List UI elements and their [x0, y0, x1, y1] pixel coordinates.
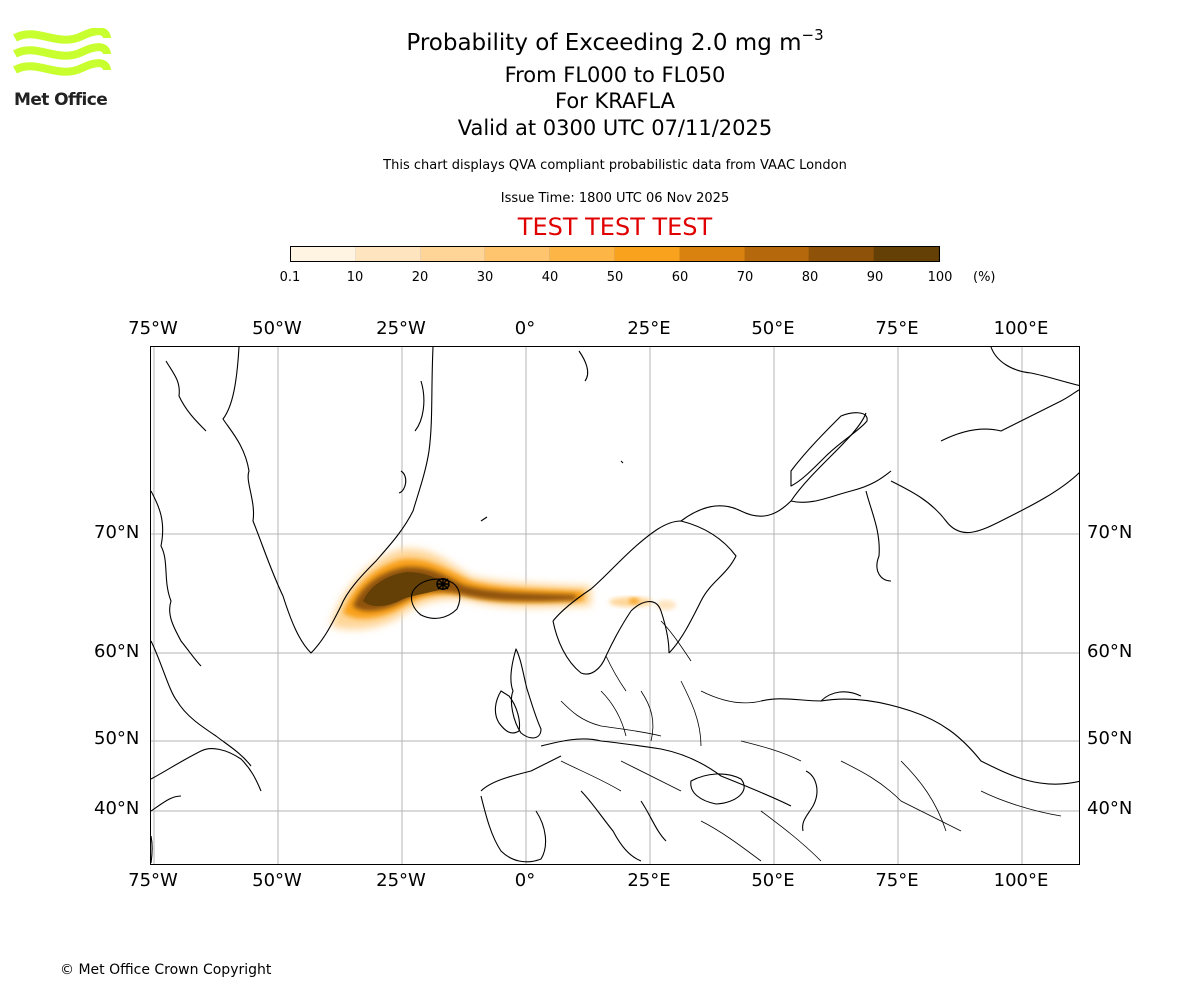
colorbar-segment: [420, 247, 486, 261]
lon-label-bottom: 0°: [514, 870, 536, 891]
lon-label-bottom: 25°W: [376, 870, 426, 891]
gridlines: [151, 347, 1079, 864]
map-svg: [151, 347, 1079, 864]
colorbar-tick-label: 20: [411, 270, 429, 285]
met-office-logo-icon: [13, 28, 111, 76]
country-borders: [560, 620, 1062, 862]
lat-label-right: 40°N: [1087, 798, 1133, 819]
colorbar-tick-label: 90: [866, 270, 884, 285]
colorbar-segment: [744, 247, 810, 261]
map-frame[interactable]: [150, 346, 1080, 865]
colorbar-tick-label: 50: [606, 270, 624, 285]
lon-label-top: 25°E: [627, 318, 671, 339]
lon-label-top: 75°W: [128, 318, 178, 339]
lon-label-bottom: 50°E: [751, 870, 795, 891]
lat-label-left: 50°N: [94, 728, 140, 749]
colorbar-segment: [614, 247, 680, 261]
ash-plume: [331, 548, 676, 630]
logo-text: Met Office: [14, 90, 108, 110]
valid-time: Valid at 0300 UTC 07/11/2025: [457, 116, 773, 140]
colorbar-tick-label: 30: [476, 270, 494, 285]
lat-label-left: 70°N: [94, 522, 140, 543]
lon-label-top: 75°E: [875, 318, 919, 339]
colorbar-tick-label: 80: [801, 270, 819, 285]
colorbar-tick-label: 40: [541, 270, 559, 285]
colorbar-tick-label: 100: [927, 270, 953, 285]
lat-label-right: 70°N: [1087, 522, 1133, 543]
colorbar: [290, 246, 940, 262]
lat-label-right: 50°N: [1087, 728, 1133, 749]
volcano-marker-icon: [436, 578, 450, 590]
colorbar-tick-label: 0.1: [279, 270, 301, 285]
colorbar-tick-label: 70: [736, 270, 754, 285]
flight-level-range: From FL000 to FL050: [504, 63, 726, 87]
lon-label-top: 100°E: [993, 318, 1049, 339]
colorbar-tick-label: 10: [346, 270, 364, 285]
lon-label-top: 50°W: [252, 318, 302, 339]
colorbar-segment: [485, 247, 551, 261]
coastlines: [151, 347, 1079, 864]
lon-label-top: 0°: [514, 318, 536, 339]
colorbar-segment: [874, 247, 939, 261]
issue-time: Issue Time: 1800 UTC 06 Nov 2025: [500, 191, 730, 206]
chart-description: This chart displays QVA compliant probab…: [383, 158, 847, 173]
colorbar-segment: [355, 247, 421, 261]
colorbar-tick-label: 60: [671, 270, 689, 285]
colorbar-segment: [291, 247, 356, 261]
volcano-name: For KRAFLA: [555, 89, 675, 113]
lon-label-bottom: 100°E: [993, 870, 1049, 891]
lon-label-top: 25°W: [376, 318, 426, 339]
lon-label-bottom: 25°E: [627, 870, 671, 891]
colorbar-segment: [550, 247, 615, 261]
lat-label-left: 40°N: [94, 798, 140, 819]
colorbar-segment: [809, 247, 875, 261]
colorbar-segment: [679, 247, 745, 261]
lat-label-right: 60°N: [1087, 641, 1133, 662]
lon-label-bottom: 75°E: [875, 870, 919, 891]
colorbar-unit: (%): [973, 270, 996, 285]
chart-title: Probability of Exceeding 2.0 mg m−3: [406, 26, 824, 56]
lat-label-left: 60°N: [94, 641, 140, 662]
lon-label-bottom: 50°W: [252, 870, 302, 891]
lon-label-top: 50°E: [751, 318, 795, 339]
test-banner: TEST TEST TEST: [517, 213, 713, 241]
lon-label-bottom: 75°W: [128, 870, 178, 891]
copyright: © Met Office Crown Copyright: [60, 962, 272, 978]
